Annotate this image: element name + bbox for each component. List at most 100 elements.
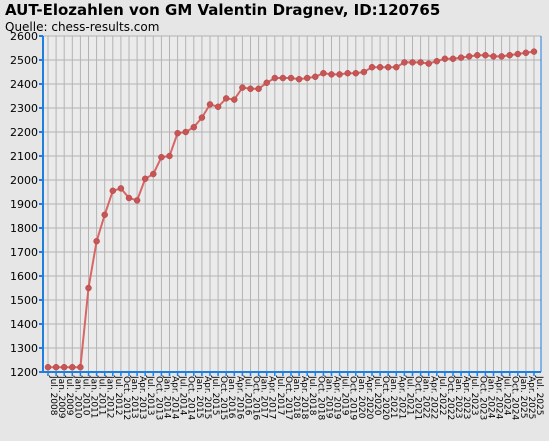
x-tick-label: Jul. 2020 xyxy=(372,375,382,416)
data-point xyxy=(409,59,416,66)
y-tick-label: 2100 xyxy=(10,150,38,163)
x-tick-label: Jan. 2010 xyxy=(72,375,82,419)
x-tick-label: Oct. 2015 xyxy=(218,376,228,420)
x-tick-label: Oct. 2023 xyxy=(477,376,487,420)
data-point xyxy=(393,63,400,71)
data-point xyxy=(133,197,141,204)
data-point xyxy=(93,237,100,245)
data-point xyxy=(522,49,530,57)
data-point xyxy=(174,129,181,137)
x-tick-label: Jan. 2021 xyxy=(388,375,398,419)
data-point xyxy=(368,63,376,71)
data-point xyxy=(344,69,351,77)
x-tick-label: Jul. 2014 xyxy=(178,375,188,416)
data-point xyxy=(77,363,84,371)
data-point xyxy=(271,74,279,82)
data-point xyxy=(101,211,108,219)
data-point xyxy=(328,71,335,78)
x-tick-label: Jul. 2024 xyxy=(502,375,512,416)
x-tick-label: Apr. 2021 xyxy=(396,376,406,419)
x-tick-label: Apr. 2024 xyxy=(494,376,504,420)
x-tick-label: Jan. 2022 xyxy=(421,375,431,419)
x-tick-label: Oct. 2012 xyxy=(121,376,131,420)
data-point xyxy=(320,69,327,77)
data-point xyxy=(336,71,343,78)
y-tick-label: 1400 xyxy=(10,318,38,331)
y-tick-label: 1800 xyxy=(10,222,38,235)
y-tick-label: 1200 xyxy=(10,366,38,379)
chart-subtitle: Quelle: chess-results.com xyxy=(5,20,160,34)
data-point xyxy=(109,187,117,195)
data-point xyxy=(60,363,68,371)
data-point xyxy=(239,84,246,91)
x-tick-label: Jan. 2009 xyxy=(56,375,66,419)
data-point xyxy=(141,175,149,183)
data-point xyxy=(125,194,133,202)
y-tick-label: 1700 xyxy=(10,246,38,259)
x-tick-label: Jul. 2009 xyxy=(64,375,74,416)
y-tick-label: 2500 xyxy=(10,54,38,67)
x-tick-label: Jan. 2023 xyxy=(453,375,463,419)
data-point xyxy=(425,60,432,67)
x-tick-label: Jan. 2020 xyxy=(356,375,366,419)
data-point xyxy=(214,103,222,111)
y-tick-label: 2200 xyxy=(10,126,38,139)
data-point xyxy=(279,74,287,82)
data-point xyxy=(287,74,295,82)
x-tick-label: Jul. 2019 xyxy=(340,375,350,416)
data-point xyxy=(44,363,52,371)
data-point xyxy=(457,54,465,61)
x-tick-label: Oct. 2020 xyxy=(380,376,390,420)
x-tick-label: Jul. 2010 xyxy=(80,375,90,416)
data-point xyxy=(441,55,449,63)
data-point xyxy=(376,63,384,71)
x-tick-label: Oct. 2018 xyxy=(315,376,325,420)
x-tick-label: Oct. 2021 xyxy=(413,376,423,420)
x-tick-label: Jan. 2015 xyxy=(194,375,204,419)
x-tick-label: Jul. 2023 xyxy=(469,375,479,416)
data-point xyxy=(166,152,173,160)
data-point xyxy=(222,95,230,102)
y-tick-label: 1300 xyxy=(10,342,38,355)
data-point xyxy=(465,53,473,60)
x-tick-label: Jan. 2024 xyxy=(485,375,495,419)
data-point xyxy=(530,48,538,55)
x-tick-label: Apr. 2023 xyxy=(461,376,471,419)
x-tick-label: Apr. 2015 xyxy=(202,376,212,419)
data-point xyxy=(490,53,497,60)
data-point xyxy=(506,51,513,59)
y-tick-label: 1500 xyxy=(10,294,38,307)
data-point xyxy=(52,363,60,371)
x-tick-label: Jan. 2025 xyxy=(518,375,528,419)
x-tick-label: Oct. 2014 xyxy=(186,376,196,420)
data-point xyxy=(231,96,238,103)
x-tick-label: Apr. 2016 xyxy=(234,376,244,420)
x-tick-label: Apr. 2014 xyxy=(170,376,180,420)
data-point xyxy=(417,59,424,66)
data-point xyxy=(401,59,408,66)
data-point xyxy=(384,63,392,71)
x-tick-label: Jul. 2025 xyxy=(534,375,544,416)
x-tick-label: Jul. 2018 xyxy=(307,375,317,416)
y-tick-label: 2300 xyxy=(10,102,38,115)
data-point xyxy=(433,57,441,65)
x-tick-label: Jan. 2013 xyxy=(129,375,139,419)
x-tick-label: Apr. 2022 xyxy=(429,376,439,419)
x-tick-label: Jan. 2014 xyxy=(161,375,171,419)
data-point xyxy=(247,85,254,93)
x-tick-label: Jul. 2011 xyxy=(97,375,107,416)
data-point xyxy=(303,74,311,82)
data-point xyxy=(182,128,189,136)
data-point xyxy=(158,153,165,161)
chart-title: AUT-Elozahlen von GM Valentin Dragnev, I… xyxy=(5,1,441,19)
x-tick-label: Apr. 2013 xyxy=(137,376,147,419)
x-tick-label: Jul. 2013 xyxy=(145,375,155,416)
x-tick-label: Jan. 2012 xyxy=(105,375,115,419)
x-tick-label: Apr. 2018 xyxy=(299,376,309,420)
x-tick-label: Oct. 2016 xyxy=(251,376,261,420)
x-tick-label: Apr. 2025 xyxy=(526,376,536,419)
data-point xyxy=(198,114,206,121)
x-tick-label: Apr. 2017 xyxy=(267,376,277,419)
